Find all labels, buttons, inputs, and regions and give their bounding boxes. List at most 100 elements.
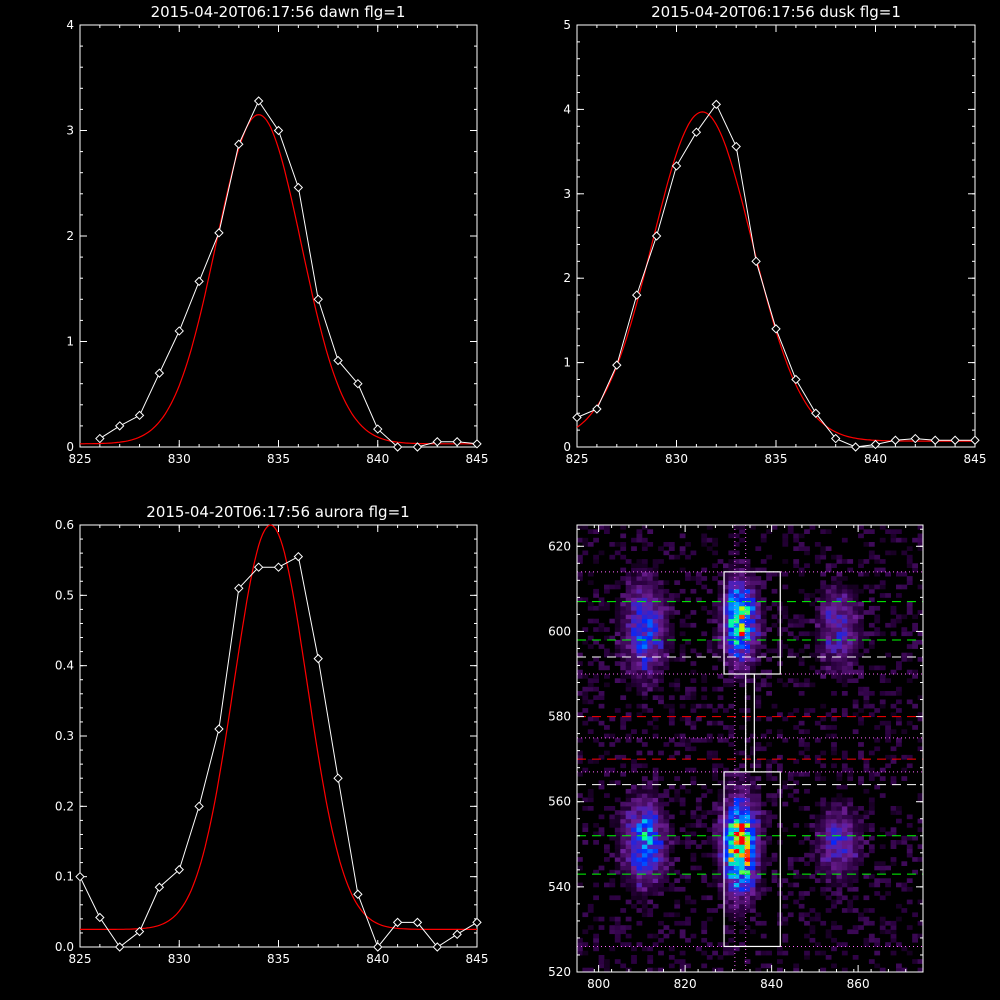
spectrogram-cell [641, 797, 648, 803]
spectrogram-cell [831, 716, 837, 722]
spectrogram-cell [750, 878, 756, 883]
spectrogram-cell [728, 925, 735, 930]
spectrogram-cell [804, 920, 810, 926]
spectrogram-cell [863, 895, 870, 901]
spectrogram-cell [658, 648, 664, 654]
spectrogram-cell [636, 622, 643, 628]
spectrogram-cell [917, 537, 924, 543]
spectrogram-cell [841, 767, 848, 773]
spectrogram-cell [647, 610, 654, 615]
spectrogram-cell [706, 852, 713, 858]
spectrogram-cell [917, 746, 924, 752]
spectrogram-cell [847, 801, 854, 807]
spectrogram-cell [825, 622, 832, 628]
dusk-data-point [671, 161, 682, 171]
spectrogram-cell [901, 967, 908, 973]
spectrogram-cell [885, 891, 891, 896]
spectrogram-cell [744, 674, 751, 679]
spectrogram-cell [739, 776, 745, 781]
spectrogram-cell [674, 797, 681, 803]
spectrogram-cell [793, 682, 800, 688]
spectrogram-cell [820, 950, 827, 956]
spectrogram-cell [820, 648, 827, 654]
spectrogram-cell [598, 831, 605, 837]
aurora-data-line [79, 555, 478, 948]
spectrogram-cell [820, 657, 827, 662]
spectrogram-cell [593, 559, 599, 564]
spectrogram-cell [647, 946, 654, 952]
spectrogram-cell [852, 635, 859, 641]
spectrogram-cell [901, 882, 908, 888]
spectrogram-cell [836, 925, 843, 930]
spectrogram-cell [577, 525, 583, 530]
spectrogram-cell [723, 771, 729, 777]
dawn-data-point [134, 410, 145, 421]
spectrogram-cell [625, 644, 632, 649]
dawn-data-point [313, 294, 323, 305]
spectrogram-cell [890, 712, 897, 717]
spectrogram-cell [582, 823, 589, 828]
spectrogram-cell [717, 657, 724, 662]
spectrogram-cell [836, 593, 843, 598]
spectrogram-cell [652, 669, 659, 675]
spectrogram-cell [879, 925, 886, 930]
spectrogram-cell [625, 933, 632, 939]
spectrogram-cell [701, 852, 708, 858]
spectrogram-cell [620, 754, 627, 760]
spectrogram-cell [831, 814, 837, 820]
spectrogram-cell [782, 780, 789, 786]
spectrogram-cell [739, 788, 745, 794]
spectrogram-cell [836, 878, 843, 883]
spectrogram-cell [906, 601, 913, 607]
spectrogram-cell [874, 614, 881, 620]
spectrogram-cell [825, 627, 832, 632]
spectrogram-cell [798, 903, 805, 909]
spectrogram-cell [868, 848, 875, 854]
spectrogram-cell [587, 601, 594, 607]
spectrogram-cell [728, 674, 735, 679]
spectrogram-cell [750, 652, 756, 658]
spectrogram-cell [701, 567, 708, 573]
spectrogram-cell [885, 725, 891, 730]
spectrogram-cell [663, 848, 670, 854]
spectrogram-cell [641, 537, 648, 543]
spectrogram-cell [582, 597, 589, 603]
spectrogram-cell [658, 601, 664, 607]
spectrogram-cell [852, 597, 859, 603]
spectrogram-cell [901, 571, 908, 577]
spectrogram-cell [755, 818, 762, 824]
spectrogram-cell [706, 525, 713, 530]
spectrogram-cell [771, 874, 778, 879]
spectrogram-cell [825, 610, 832, 615]
spectrogram-cell [755, 814, 762, 820]
spectrogram-cell [733, 861, 740, 866]
spectrogram-cell [598, 597, 605, 603]
spectrogram-cell [685, 835, 691, 841]
spectrogram-cell [825, 605, 832, 611]
spectrogram-cell [620, 665, 627, 671]
dusk-ytick-label: 0 [563, 440, 571, 454]
spectrogram-cell [625, 576, 632, 581]
spectrogram-cell [712, 708, 718, 713]
spectrogram-cell [896, 584, 902, 590]
spectrogram-cell [625, 865, 632, 871]
spectrogram-cell [733, 661, 740, 666]
spectrogram-cell [717, 737, 724, 743]
spectrogram-cell [760, 844, 767, 849]
spectrogram-cell [641, 571, 648, 577]
spectrogram-cell [755, 631, 762, 637]
spectrogram-cell [625, 614, 632, 620]
spectrogram-cell [841, 657, 848, 662]
spectrogram-cell [652, 933, 659, 939]
spectrogram-cell [668, 946, 675, 952]
spectrogram-cell [690, 550, 697, 556]
spectrogram-cell [631, 593, 637, 598]
spectrogram-cell [755, 776, 762, 781]
spectrogram-cell [663, 793, 670, 798]
spectrogram-cell [750, 733, 756, 739]
spectrogram-cell [636, 627, 643, 632]
spectrogram-cell [625, 942, 632, 947]
spectrogram-cell [852, 729, 859, 734]
spectrogram-cell [647, 529, 654, 534]
spectrogram-cell [912, 639, 918, 645]
